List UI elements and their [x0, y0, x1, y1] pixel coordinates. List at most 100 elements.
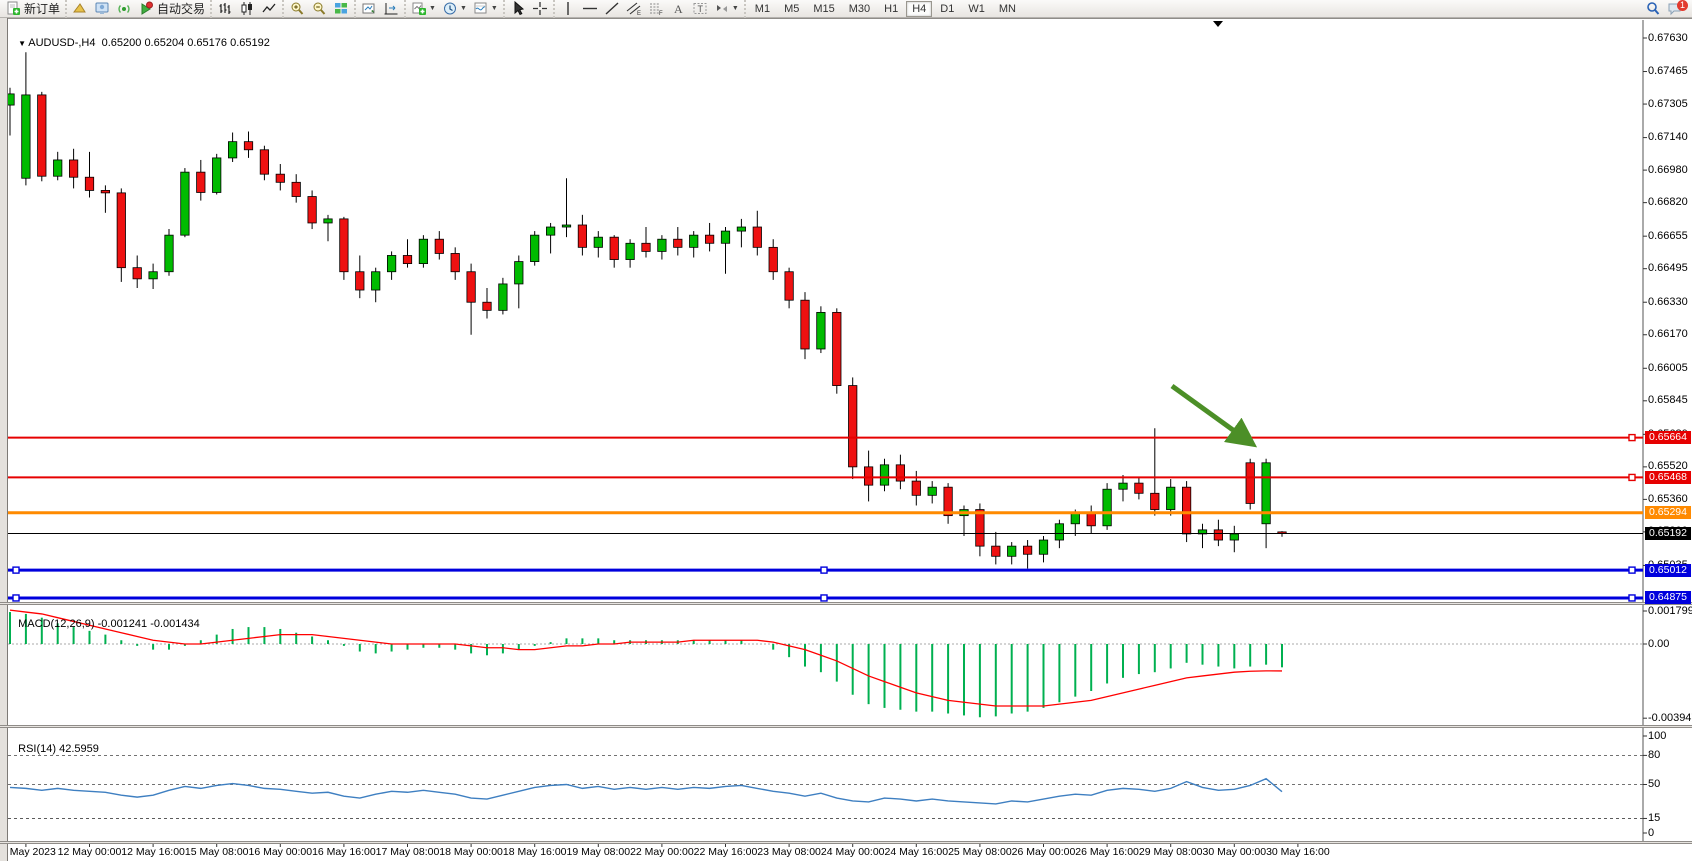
- line-handle[interactable]: [1628, 566, 1636, 574]
- timeframe-button-h1[interactable]: H1: [884, 2, 899, 15]
- horizontal-line-button[interactable]: [579, 1, 601, 17]
- candle-body-down: [673, 238, 683, 248]
- timeframe-button-m30[interactable]: M30: [848, 2, 871, 15]
- toolbar-group-objects: E F A T ▼: [552, 0, 744, 18]
- time-axis-label: 17 May 08:00: [375, 846, 440, 858]
- timeframe-button-mn[interactable]: MN: [998, 2, 1016, 15]
- level-price-flag: 0.65664: [1645, 431, 1691, 445]
- symbol-title: AUDUSD-,H4: [28, 37, 96, 49]
- candle-body-down: [434, 238, 444, 254]
- chart-shift-button[interactable]: [380, 1, 402, 17]
- pane-separator-macd[interactable]: [0, 602, 1692, 605]
- tile-windows-button[interactable]: [330, 1, 352, 17]
- clock-icon: [442, 1, 458, 16]
- rsi-line: [9, 777, 1283, 805]
- candlestick-chart-button[interactable]: [236, 1, 258, 17]
- timeframe-button-w1[interactable]: W1: [968, 2, 985, 15]
- candle-body-down: [243, 141, 254, 151]
- arrange-charts-button[interactable]: [358, 1, 380, 17]
- candle-body-up: [879, 464, 890, 486]
- dropdown-caret: ▼: [490, 5, 498, 12]
- candle-body-down: [577, 224, 588, 248]
- zoom-out-button[interactable]: [308, 1, 330, 17]
- price-axis-tick-label: 0.66005: [1648, 361, 1688, 374]
- toolbar-group-windows: [354, 0, 404, 18]
- svg-text:E: E: [637, 11, 641, 16]
- candle-body-down: [339, 218, 349, 273]
- vertical-line-button[interactable]: [557, 1, 579, 17]
- data-window-button[interactable]: [91, 1, 113, 17]
- candle-body-down: [705, 234, 715, 244]
- bar-chart-button[interactable]: [214, 1, 236, 17]
- candle-body-up: [514, 261, 524, 285]
- candle-body-down: [832, 311, 842, 386]
- line-handle[interactable]: [1628, 473, 1636, 482]
- crosshair-button[interactable]: [529, 1, 551, 17]
- search-button[interactable]: [1642, 1, 1664, 17]
- time-axis-label: 26 May 16:00: [1075, 846, 1139, 858]
- line-handle[interactable]: [820, 566, 828, 574]
- price-axis-tick-label: 0.67630: [1648, 31, 1688, 44]
- notifications-button[interactable]: 1: [1664, 0, 1688, 17]
- line-handle[interactable]: [12, 594, 20, 602]
- template-button[interactable]: ▼: [470, 1, 501, 17]
- horizontal-line-icon: [582, 1, 598, 16]
- auto-trading-icon: [138, 1, 154, 16]
- candle-body-down: [943, 486, 953, 517]
- candle-body-down: [1023, 545, 1033, 555]
- candle-body-up: [1102, 488, 1112, 527]
- candle-body-down: [975, 509, 985, 547]
- text-button[interactable]: A: [667, 1, 689, 17]
- candle-body-up: [1054, 523, 1064, 541]
- time-axis-label: 18 May 00:00: [439, 846, 503, 858]
- timeframe-button-m1[interactable]: M1: [754, 2, 771, 15]
- auto-trading-button[interactable]: 自动交易: [135, 1, 208, 17]
- candle-body-up: [1166, 486, 1176, 510]
- time-axis-label: 19 May 08:00: [566, 846, 631, 858]
- line-chart-button[interactable]: [258, 1, 280, 17]
- timeframe-button-h4[interactable]: H4: [906, 0, 933, 17]
- zoom-in-button[interactable]: [286, 1, 308, 17]
- pane-separator-rsi[interactable]: [0, 725, 1692, 728]
- text-label-button[interactable]: T: [689, 1, 711, 17]
- trendline-icon: [604, 1, 620, 16]
- svg-text:T: T: [697, 4, 703, 14]
- new-order-button[interactable]: 新订单: [2, 1, 63, 17]
- period-button[interactable]: ▼: [439, 1, 470, 17]
- price-axis-tick-label: 0.67140: [1648, 131, 1688, 144]
- rsi-value: 42.5959: [59, 743, 99, 755]
- collapse-arrow-icon[interactable]: ▼: [18, 39, 29, 48]
- chart-shift-marker[interactable]: [1213, 21, 1223, 27]
- add-indicator-button[interactable]: ▼: [408, 1, 439, 17]
- candlestick-chart-icon: [239, 1, 255, 16]
- cursor-button[interactable]: [507, 0, 529, 17]
- candle-body-down: [752, 226, 762, 248]
- macd-axis-tick-label: -0.003947: [1648, 711, 1692, 724]
- trendline-button[interactable]: [601, 1, 623, 17]
- toolbar-group-zoom: [282, 0, 354, 18]
- fibonacci-button[interactable]: F: [645, 1, 667, 17]
- equidistant-channel-button[interactable]: E: [623, 1, 645, 17]
- trend-arrow-object[interactable]: [1170, 383, 1258, 448]
- candle-body-down: [1150, 492, 1160, 510]
- line-handle[interactable]: [1628, 433, 1636, 442]
- line-handle[interactable]: [12, 566, 20, 574]
- arrows-tool-button[interactable]: ▼: [711, 1, 742, 17]
- navigator-button[interactable]: [113, 1, 135, 17]
- chart-shift-icon: [383, 1, 399, 16]
- candle-body-up: [53, 159, 63, 177]
- timeframe-button-m15[interactable]: M15: [813, 2, 835, 15]
- market-watch-button[interactable]: [69, 1, 91, 17]
- quote-line: 0.65200 0.65204 0.65176 0.65192: [101, 37, 270, 49]
- fibonacci-icon: F: [648, 1, 664, 17]
- line-handle[interactable]: [820, 594, 828, 602]
- candle-body-up: [1229, 533, 1239, 541]
- line-handle[interactable]: [1628, 594, 1636, 602]
- symbol-ohlc-label[interactable]: ▼ AUDUSD-,H4 0.65200 0.65204 0.65176 0.6…: [12, 25, 270, 49]
- window-left-border: [0, 18, 8, 861]
- candle-body-up: [418, 238, 429, 265]
- timeframe-button-d1[interactable]: D1: [940, 2, 955, 15]
- price-axis-tick-label: 0.66330: [1648, 295, 1688, 308]
- timeframe-button-m5[interactable]: M5: [784, 2, 800, 15]
